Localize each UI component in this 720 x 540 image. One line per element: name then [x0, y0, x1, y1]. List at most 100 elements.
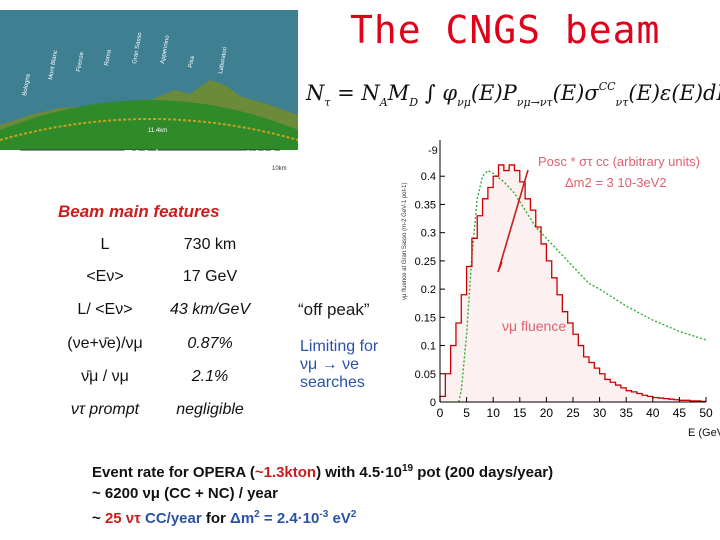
y-tick-label: 0.2: [421, 284, 436, 296]
cngs-map: Bologna Mont Blanc Firenze Roma Gran Sas…: [0, 10, 298, 188]
fluence-bin: [546, 260, 552, 402]
summary-line-1: Event rate for OPERA (~1.3kton) with 4.5…: [92, 463, 554, 481]
fluence-bin: [668, 399, 675, 402]
svg-text:Laboratori: Laboratori: [218, 47, 229, 75]
dm-label: Δm2 = 3 10-3eV2: [565, 175, 667, 190]
svg-text:Pisa: Pisa: [188, 55, 196, 68]
fluence-series-line: [439, 164, 706, 403]
fluence-bin: [636, 393, 643, 402]
row-value: negligible: [176, 401, 244, 418]
svg-text:Appennino: Appennino: [160, 34, 171, 64]
y-tick-label: 0.15: [415, 312, 436, 324]
x-tick-label: 30: [593, 406, 607, 420]
fluence-bin: [557, 294, 563, 402]
off-peak-label: “off peak”: [298, 300, 370, 319]
svg-text:Gran Sasso: Gran Sasso: [132, 31, 144, 64]
fluence-bin: [450, 345, 456, 402]
beam-features-heading: Beam main features: [58, 202, 220, 221]
slide-title: The CNGS beam: [350, 8, 661, 52]
y-tick-label: 0: [430, 397, 436, 409]
fluence-bin: [647, 396, 653, 402]
y-tick-label: 0.25: [415, 256, 436, 268]
event-rate-summary: Event rate for OPERA (~1.3kton) with 4.5…: [92, 458, 553, 529]
fluence-bin: [445, 373, 451, 402]
fluence-bin: [626, 390, 632, 402]
fluence-bin: [503, 170, 510, 402]
callout-arrowhead: [497, 261, 503, 273]
fluence-bin: [642, 395, 648, 402]
row-label: L/ <Eν>: [77, 301, 133, 318]
row-label: <Eν>: [86, 268, 124, 285]
fluence-bin: [466, 266, 472, 402]
y-axis-label: νμ fluence at Gran Sasso (m-2 GeV-1 pot-…: [402, 182, 408, 300]
lngs-label: LNGS: [246, 148, 290, 165]
row-value: 2.1%: [191, 368, 229, 385]
x-tick-label: 10: [487, 406, 501, 420]
row-value: 730 km: [183, 236, 237, 253]
fluence-bin: [578, 345, 584, 402]
fluence-bin: [610, 382, 616, 402]
fluence-bin: [588, 362, 595, 402]
fluence-bin: [482, 198, 488, 402]
fluence-bin: [477, 215, 483, 402]
fluence-bin: [604, 379, 611, 402]
row-value: 0.87%: [187, 335, 233, 352]
fluence-bin: [573, 334, 579, 402]
y-exponent: -9: [428, 145, 438, 157]
fluence-bin: [631, 391, 637, 402]
svg-text:Bologna: Bologna: [22, 73, 32, 96]
fluence-bin: [594, 368, 600, 402]
cern-label: CERN: [22, 158, 68, 175]
fluence-bin: [599, 373, 605, 402]
fluence-bin: [471, 238, 478, 402]
fluence-bin: [679, 400, 685, 402]
svg-text:Roma: Roma: [104, 49, 113, 66]
fluence-bin: [684, 400, 691, 402]
fluence-bin: [583, 356, 589, 402]
fluence-bin: [509, 164, 515, 402]
fluence-bin: [652, 397, 659, 402]
x-tick-label: 5: [463, 406, 470, 420]
y-tick-label: 0.35: [415, 199, 436, 211]
beam-features-box: [38, 192, 288, 428]
fluence-bin: [493, 176, 499, 402]
x-tick-label: 40: [646, 406, 660, 420]
depth-label: 11.4km: [148, 128, 167, 134]
limiting-note: Limiting for νμ → νe searches: [300, 338, 379, 391]
scale-label: 10km: [272, 166, 287, 172]
fluence-bin: [567, 322, 573, 402]
fluence-bin: [541, 243, 547, 402]
y-tick-label: 0.3: [421, 228, 436, 240]
svg-text:Firenze: Firenze: [76, 51, 85, 72]
fluence-bin: [620, 387, 627, 402]
x-tick-label: 45: [673, 406, 687, 420]
row-label: (νe+ν̄e)/νμ: [67, 335, 143, 352]
row-label: ντ prompt: [70, 401, 140, 418]
posc-series-line: [457, 169, 707, 403]
x-tick-label: 15: [513, 406, 527, 420]
fluence-bin: [551, 277, 558, 402]
fluence-bin: [530, 210, 536, 402]
summary-line-2: ~ 6200 νμ (CC + NC) / year: [92, 485, 278, 502]
y-tick-label: 0.05: [415, 369, 436, 381]
fluence-bin: [498, 164, 504, 402]
fluence-bin: [519, 181, 526, 402]
fluence-bin: [658, 398, 664, 402]
row-value: 17 GeV: [182, 268, 238, 285]
fluence-chart: 0 5 10 15 20 25 30 35 40 45 50 0 0.05 0.1 0.15 0.2 0.25…: [402, 140, 720, 439]
x-tick-label: 25: [566, 406, 580, 420]
svg-text:Mont Blanc: Mont Blanc: [48, 50, 59, 81]
x-tick-label: 20: [540, 406, 554, 420]
x-tick-label: 35: [620, 406, 634, 420]
x-tick-label: 50: [699, 406, 713, 420]
fluence-bin: [615, 385, 621, 402]
fluence-bin: [487, 187, 494, 402]
fluence-bin: [461, 294, 467, 402]
callout-arrow: [497, 169, 529, 273]
y-tick-label: 0.1: [421, 341, 436, 353]
fluence-bin: [663, 398, 669, 402]
event-rate-formula: Nτ = NAMD ∫ φνμ(E)Pνμ→ντ(E)σCCντ(E)ε(E)d…: [306, 80, 720, 109]
fluence-bin: [525, 198, 531, 402]
fluence-bin: [455, 322, 462, 402]
plot-area: [440, 140, 720, 402]
